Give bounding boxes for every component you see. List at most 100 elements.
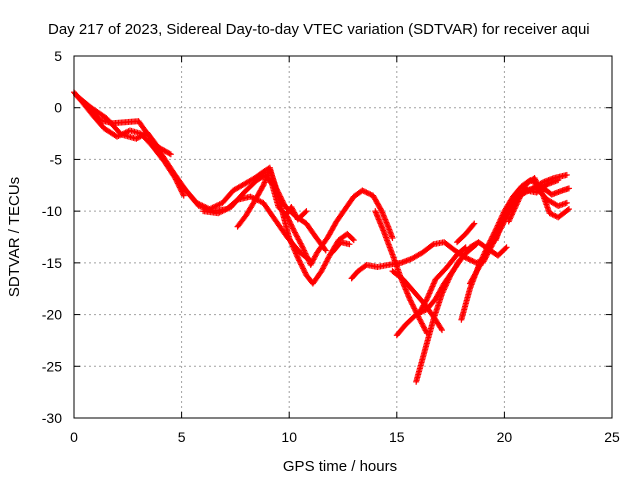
data-point: [167, 151, 174, 158]
x-tick-label: 25: [604, 429, 620, 445]
x-tick-label: 15: [389, 429, 405, 445]
y-tick-label: -10: [42, 203, 62, 219]
sample-markers: [455, 245, 468, 257]
data-point: [563, 171, 570, 178]
y-tick-label: -5: [50, 151, 63, 167]
y-tick-label: -15: [42, 255, 62, 271]
data-point: [294, 254, 301, 261]
sample-markers: [502, 199, 516, 219]
series-sat-g: [281, 204, 310, 223]
sample-markers: [330, 240, 343, 255]
data-point: [438, 327, 445, 334]
data-point: [322, 247, 329, 254]
sample-markers: [480, 240, 496, 265]
sample-markers: [286, 236, 301, 260]
sample-markers: [201, 208, 220, 217]
x-tick-label: 5: [178, 429, 186, 445]
x-axis-title: GPS time / hours: [283, 458, 397, 475]
sample-markers: [160, 153, 176, 174]
sample-markers: [325, 219, 339, 239]
data-point: [565, 206, 572, 213]
data-point: [350, 237, 357, 244]
series-sat-f: [234, 166, 329, 254]
data-point: [303, 208, 310, 215]
chart-title: Day 217 of 2023, Sidereal Day-to-day VTE…: [48, 21, 590, 38]
series-sat-j: [372, 208, 430, 337]
sample-markers: [291, 228, 305, 248]
sample-markers: [550, 187, 565, 198]
sample-markers: [416, 315, 430, 335]
sample-markers: [424, 277, 438, 301]
x-tick-label: 10: [281, 429, 297, 445]
y-tick-label: -30: [42, 410, 62, 426]
series-sat-d: [178, 164, 357, 287]
sample-markers: [267, 168, 279, 190]
axis-ticks: 0 5 10 15 20 25 -30 -25 -20 -15 -10 -5 0 5: [42, 48, 620, 445]
sample-markers: [385, 225, 395, 240]
sample-markers: [252, 183, 266, 203]
series-sat-n: [415, 244, 469, 318]
data-point: [462, 244, 469, 251]
sample-markers: [104, 116, 124, 137]
sample-markers: [220, 188, 236, 205]
data-point: [273, 185, 280, 192]
sample-markers: [458, 287, 473, 322]
sample-markers: [145, 130, 161, 149]
data-point: [565, 185, 572, 192]
data-point: [180, 192, 187, 199]
series-sat-l: [389, 268, 445, 334]
data-point: [531, 175, 538, 182]
plot-frame: [73, 55, 613, 419]
grid-lines: [74, 56, 612, 418]
data-points: [71, 89, 572, 385]
sample-markers: [556, 206, 571, 220]
sample-markers: [493, 214, 507, 242]
sample-markers: [399, 256, 414, 266]
data-point: [555, 177, 562, 184]
sample-markers: [545, 177, 560, 187]
data-point: [473, 241, 480, 248]
sample-markers: [381, 230, 395, 257]
sample-markers: [235, 213, 249, 229]
sample-markers: [430, 292, 445, 322]
data-point: [563, 199, 570, 206]
data-point: [346, 241, 353, 248]
sample-markers: [261, 201, 279, 224]
y-axis-title: SDTVAR / TECUs: [6, 177, 23, 297]
sample-markers: [439, 273, 453, 296]
sample-markers: [379, 209, 391, 229]
sample-markers: [444, 252, 460, 270]
y-tick-label: -25: [42, 358, 62, 374]
series-sat-i: [348, 239, 489, 282]
sample-markers: [375, 262, 390, 270]
sample-markers: [295, 209, 309, 222]
sample-markers: [448, 259, 462, 277]
series-sat-h: [329, 239, 353, 256]
data-point: [503, 244, 510, 251]
sample-markers: [506, 201, 520, 224]
sample-markers: [299, 244, 314, 267]
sample-markers: [334, 207, 348, 224]
series-sat-c: [75, 94, 174, 158]
sample-markers: [465, 242, 479, 254]
sample-markers: [216, 204, 233, 216]
sample-markers: [401, 277, 417, 294]
sample-markers: [312, 234, 328, 253]
sample-markers: [496, 245, 509, 258]
sample-markers: [420, 242, 436, 255]
x-tick-label: 0: [70, 429, 78, 445]
series-sat-m: [413, 241, 480, 385]
sample-markers: [76, 95, 94, 110]
sample-markers: [273, 186, 288, 208]
data-point: [389, 235, 396, 242]
series-sat-t: [492, 185, 570, 244]
y-tick-label: 5: [54, 48, 62, 64]
x-tick-label: 20: [497, 429, 513, 445]
y-tick-label: -20: [42, 307, 62, 323]
sample-markers: [319, 252, 333, 273]
sample-markers: [422, 318, 436, 353]
data-point: [406, 296, 413, 303]
sample-markers: [556, 200, 569, 209]
data-point: [359, 187, 366, 194]
